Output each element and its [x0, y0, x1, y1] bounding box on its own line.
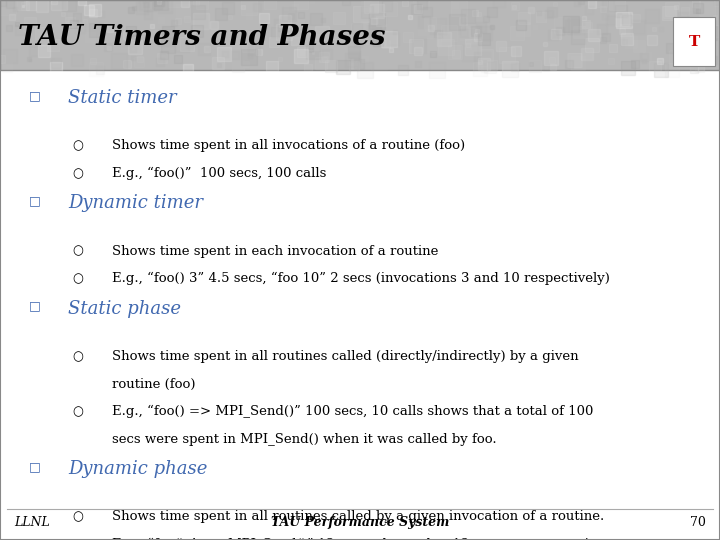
Text: Static timer: Static timer [68, 89, 177, 107]
Text: E.g., “foo() => MPI_Send()” 100 secs, 10 calls shows that a total of 100: E.g., “foo() => MPI_Send()” 100 secs, 10… [112, 405, 593, 418]
Text: LLNL: LLNL [14, 516, 50, 529]
Text: 70: 70 [690, 516, 706, 529]
Text: Shows time spent in all routines called by a given invocation of a routine.: Shows time spent in all routines called … [112, 510, 604, 523]
Text: ○: ○ [72, 167, 83, 180]
Text: Dynamic phase: Dynamic phase [68, 460, 208, 478]
Text: □: □ [29, 89, 40, 102]
FancyBboxPatch shape [0, 0, 720, 70]
Text: □: □ [29, 300, 40, 313]
Text: Shows time spent in all invocations of a routine (foo): Shows time spent in all invocations of a… [112, 139, 464, 152]
Text: Dynamic timer: Dynamic timer [68, 194, 204, 212]
FancyBboxPatch shape [673, 17, 715, 66]
Text: E.g., “foo()”  100 secs, 100 calls: E.g., “foo()” 100 secs, 100 calls [112, 167, 326, 180]
Text: □: □ [29, 460, 40, 473]
Text: Shows time spent in all routines called (directly/indirectly) by a given: Shows time spent in all routines called … [112, 350, 578, 363]
Text: ○: ○ [72, 405, 83, 418]
Text: routine (foo): routine (foo) [112, 377, 195, 390]
Text: E.g., “foo() 3” 4.5 secs, “foo 10” 2 secs (invocations 3 and 10 respectively): E.g., “foo() 3” 4.5 secs, “foo 10” 2 sec… [112, 272, 609, 286]
Text: E.g., “foo() 4 => MPI_Send()” 12 secs, shows that 12 secs were spent in: E.g., “foo() 4 => MPI_Send()” 12 secs, s… [112, 538, 597, 540]
Text: □: □ [29, 194, 40, 207]
Text: secs were spent in MPI_Send() when it was called by foo.: secs were spent in MPI_Send() when it wa… [112, 433, 496, 446]
Text: Static phase: Static phase [68, 300, 181, 318]
Text: ○: ○ [72, 510, 83, 523]
Text: TAU Performance System: TAU Performance System [271, 516, 449, 529]
Text: ○: ○ [72, 139, 83, 152]
Text: Shows time spent in each invocation of a routine: Shows time spent in each invocation of a… [112, 245, 438, 258]
Text: T: T [688, 35, 700, 49]
Text: ○: ○ [72, 245, 83, 258]
Text: ○: ○ [72, 538, 83, 540]
Text: TAU Timers and Phases: TAU Timers and Phases [18, 24, 385, 51]
Text: ○: ○ [72, 272, 83, 285]
Text: ○: ○ [72, 350, 83, 363]
